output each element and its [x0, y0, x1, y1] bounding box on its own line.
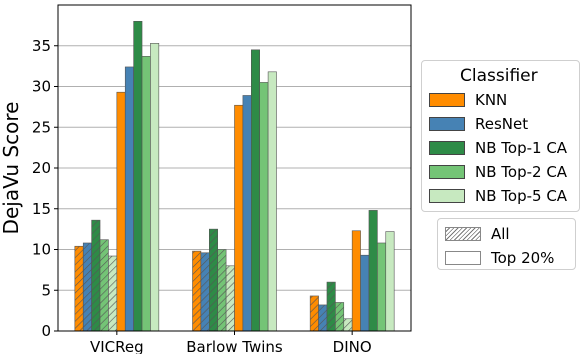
- y-tick-label: 5: [41, 281, 51, 299]
- bar-hatch: [91, 220, 101, 331]
- bar: [267, 71, 277, 332]
- bar-hatch: [209, 229, 218, 331]
- axes-layer: 0 5 10 15 20 25 30 35 VICReg Barlow Twins DINO: [32, 4, 412, 354]
- y-tick-label: 20: [32, 159, 51, 177]
- bar: [368, 210, 378, 332]
- bar-hatch: [108, 256, 117, 331]
- y-tick-label: 0: [41, 322, 51, 340]
- x-tick-label: DINO: [333, 338, 372, 354]
- plot-frame: [57, 4, 412, 332]
- x-tick-label: Barlow Twins: [186, 338, 283, 354]
- x-tick-label: VICReg: [90, 338, 144, 354]
- legend-swatch: [429, 141, 465, 155]
- bar-hatch: [343, 318, 353, 331]
- bar-hatch: [226, 265, 235, 331]
- bar-hatch: [83, 242, 92, 331]
- bars-layer: [74, 20, 395, 332]
- bar: [116, 91, 126, 332]
- bar-hatch: [74, 246, 84, 331]
- bar: [351, 230, 361, 332]
- bar-hatch: [100, 239, 109, 331]
- legend-swatch: [445, 251, 481, 265]
- bar-hatch: [318, 304, 327, 331]
- classifier-legend: Classifier KNN ResNet NB Top-1 CA NB Top-2 …: [421, 60, 580, 212]
- legend-swatch: [445, 227, 481, 241]
- legend-label: NB Top-2 CA: [475, 163, 568, 181]
- bar: [360, 254, 370, 332]
- legend-swatch: [429, 189, 465, 203]
- legend-swatch: [429, 165, 465, 179]
- subset-legend: All Top 20%: [437, 218, 576, 270]
- bar: [234, 104, 244, 332]
- legend-label: KNN: [475, 91, 508, 109]
- legend-label: NB Top-1 CA: [475, 139, 568, 157]
- legend-label: ResNet: [475, 115, 529, 133]
- bar-hatch: [310, 295, 319, 331]
- y-tick-label: 10: [32, 241, 51, 259]
- y-tick-label: 30: [32, 78, 51, 96]
- bar-hatch: [335, 302, 344, 331]
- bar: [377, 242, 387, 332]
- bar: [124, 66, 134, 332]
- bar: [259, 82, 269, 332]
- bar: [150, 43, 160, 332]
- legend-label: All: [491, 225, 510, 243]
- legend-swatch: [429, 93, 465, 107]
- bar: [242, 95, 252, 332]
- legend-swatch: [429, 117, 465, 131]
- bar-hatch: [326, 282, 336, 331]
- y-tick-label: 25: [32, 118, 51, 136]
- bar-hatch: [192, 251, 201, 331]
- bar: [141, 56, 151, 332]
- legend-label: Top 20%: [491, 249, 555, 267]
- bar: [133, 20, 143, 332]
- bar: [251, 49, 261, 332]
- bar-hatch: [200, 252, 210, 331]
- bar-hatch: [217, 249, 227, 331]
- legend-title: Classifier: [460, 66, 538, 86]
- y-axis-label: DejaVu Score: [0, 102, 23, 235]
- bar: [385, 231, 395, 332]
- legend-label: NB Top-5 CA: [475, 187, 568, 205]
- y-tick-label: 35: [32, 37, 51, 55]
- y-tick-label: 15: [32, 200, 51, 218]
